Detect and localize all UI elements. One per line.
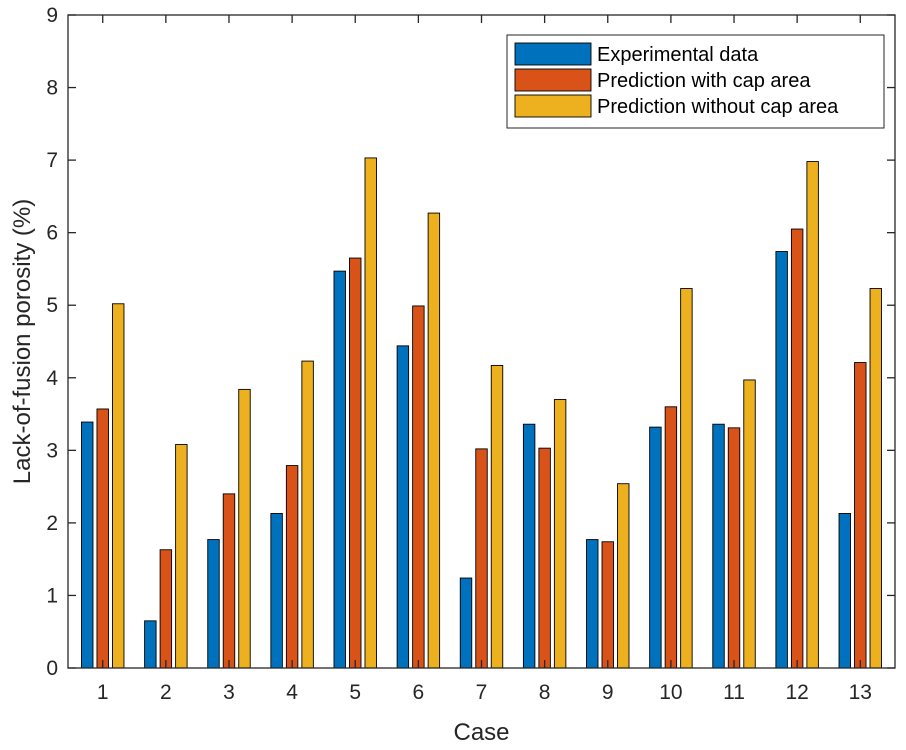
bar-case-11-series-1 (712, 423, 725, 669)
bar-case-3-series-2 (222, 493, 236, 669)
bar-case-7-series-2 (475, 448, 488, 669)
y-axis-title: Lack-of-fusion porosity (%) (9, 199, 36, 484)
bar-case-13-series-1 (838, 513, 851, 669)
bar-case-1-series-3 (112, 303, 125, 669)
legend: Experimental data Prediction with cap are… (506, 34, 885, 129)
x-tick-label: 9 (602, 681, 614, 704)
y-tick-label: 6 (46, 222, 58, 245)
bar-case-6-series-2 (412, 305, 425, 669)
bar-case-2-series-2 (159, 549, 173, 669)
x-tick-label: 2 (160, 681, 172, 704)
legend-swatch (514, 94, 592, 118)
bar-case-5-series-3 (364, 157, 377, 669)
y-tick-label: 8 (46, 77, 58, 100)
x-tick-label: 10 (659, 681, 682, 704)
y-tick-label: 7 (46, 149, 58, 172)
bar-case-13-series-2 (854, 362, 867, 669)
bar-case-11-series-2 (727, 427, 741, 669)
bar-case-4-series-3 (301, 360, 314, 669)
bar-case-8-series-1 (522, 423, 536, 669)
bar-case-4-series-2 (285, 465, 299, 669)
x-tick-label: 7 (476, 681, 488, 704)
x-tick-label: 1 (97, 681, 109, 704)
y-axis: 0 1 2 3 4 5 6 7 8 9 (46, 4, 895, 680)
bar-case-5-series-1 (333, 270, 346, 669)
legend-entry-label: Experimental data (597, 44, 759, 66)
bar-case-6-series-1 (396, 345, 410, 669)
bar-case-8-series-2 (538, 447, 551, 669)
bar-case-1-series-2 (96, 408, 109, 669)
bar-case-3-series-3 (238, 388, 251, 669)
y-tick-label: 0 (46, 657, 58, 680)
bar-case-10-series-1 (649, 426, 662, 669)
y-tick-label: 9 (46, 4, 58, 27)
bars-layer (81, 157, 882, 669)
x-tick-label: 6 (413, 681, 425, 704)
y-tick-label: 3 (46, 439, 58, 462)
x-axis: 1 2 3 4 5 6 7 8 9 10 11 12 13 (97, 15, 872, 704)
bar-case-9-series-1 (586, 539, 599, 669)
bar-case-12-series-1 (775, 251, 788, 669)
y-tick-label: 1 (46, 584, 58, 607)
y-tick-label: 5 (46, 294, 58, 317)
x-tick-label: 8 (539, 681, 551, 704)
x-tick-label: 3 (223, 681, 235, 704)
x-tick-label: 12 (785, 681, 808, 704)
y-tick-label: 2 (46, 512, 58, 535)
x-tick-label: 5 (349, 681, 361, 704)
bar-case-11-series-3 (743, 379, 756, 669)
bar-case-5-series-2 (349, 257, 362, 669)
y-tick-label: 4 (46, 367, 58, 390)
bar-case-2-series-1 (144, 620, 157, 669)
x-tick-label: 11 (723, 681, 745, 704)
bar-case-6-series-3 (427, 212, 441, 669)
bar-case-9-series-3 (617, 483, 630, 669)
x-tick-label: 4 (286, 681, 298, 704)
legend-entry-label: Prediction without cap area (597, 96, 839, 118)
bar-case-4-series-1 (270, 513, 283, 669)
legend-swatch (514, 42, 592, 66)
bar-case-2-series-3 (175, 444, 188, 669)
legend-swatch (514, 68, 592, 92)
bar-case-8-series-3 (553, 399, 567, 669)
bar-case-1-series-1 (81, 421, 94, 669)
bar-case-3-series-1 (207, 539, 220, 669)
bar-case-10-series-2 (664, 406, 678, 669)
bar-case-12-series-2 (790, 228, 804, 669)
bar-case-9-series-2 (601, 541, 614, 669)
x-axis-title: Case (453, 719, 509, 746)
bar-case-13-series-3 (869, 288, 882, 669)
bar-case-7-series-1 (459, 577, 473, 669)
bar-case-12-series-3 (806, 161, 819, 669)
bar-case-7-series-3 (490, 364, 504, 669)
legend-entry-label: Prediction with cap area (597, 70, 811, 92)
x-tick-label: 13 (849, 681, 872, 704)
bar-case-10-series-3 (680, 288, 693, 669)
